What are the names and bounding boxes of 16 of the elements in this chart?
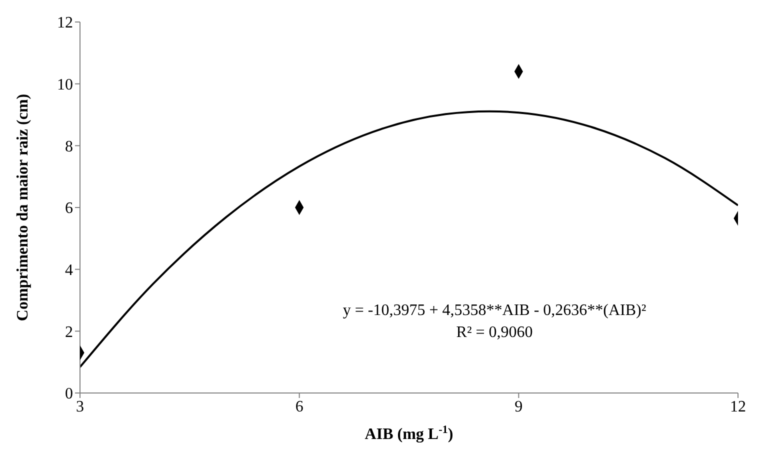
line-series [80, 110, 738, 368]
y-tick-label: 6 [65, 200, 73, 218]
y-axis-title: Comprimento da maior raiz (cm) [14, 94, 32, 322]
x-tick-label: 12 [730, 398, 746, 416]
x-tick-label: 6 [295, 398, 304, 416]
y-tick-label: 8 [65, 138, 73, 156]
x-tick-label: 3 [76, 398, 84, 416]
annotation: R² = 0,9060 [456, 324, 533, 342]
y-tick-label: 12 [57, 14, 73, 32]
y-tick-label: 2 [65, 324, 73, 341]
x-tick-label: 9 [514, 398, 523, 416]
annotation: y = -10,3975 + 4,5358**AIB - 0,2636**(AIB)² [342, 302, 646, 320]
x-axis-title: AIB (mg L$^{-1}$) [364, 424, 454, 443]
y-tick-label: 4 [65, 262, 73, 280]
y-tick-label: 10 [57, 76, 73, 94]
y-tick-label: 0 [65, 386, 73, 403]
